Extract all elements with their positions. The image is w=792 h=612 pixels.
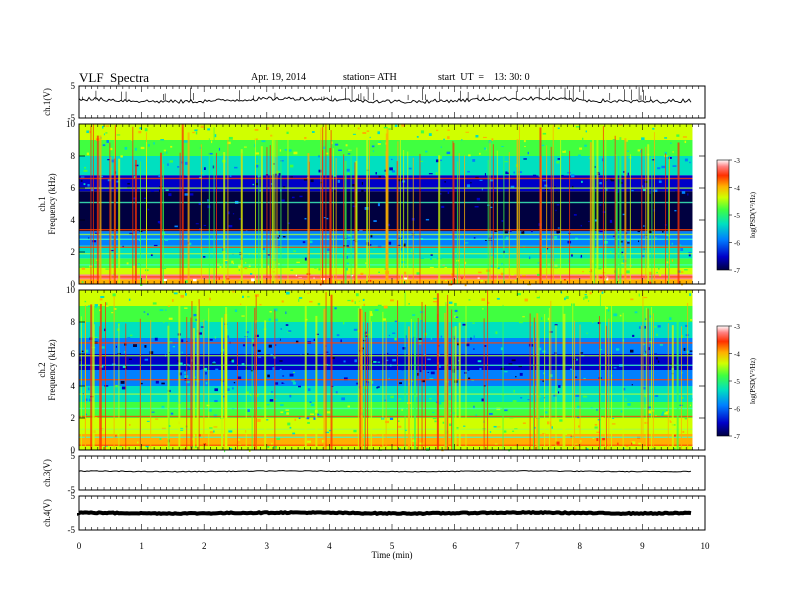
start-time-label: start UT = 13: 30: 0 bbox=[438, 72, 530, 83]
y-tick-label: -5 bbox=[68, 485, 76, 495]
y-tick-label: 0 bbox=[71, 279, 76, 289]
y-axis-label: Frequency (kHz) bbox=[47, 339, 57, 400]
colorbar-tick-label: -7 bbox=[734, 433, 740, 441]
y-axis-label: ch.2 bbox=[37, 362, 47, 377]
y-tick-label: 8 bbox=[71, 317, 76, 327]
y-tick-label: 5 bbox=[71, 491, 76, 501]
x-tick-label: 0 bbox=[77, 541, 82, 551]
y-tick-label: 6 bbox=[71, 349, 76, 359]
colorbar-tick-label: -6 bbox=[734, 240, 740, 248]
y-axis-label: ch.4(V) bbox=[42, 499, 52, 527]
y-axis-label: ch.3(V) bbox=[42, 459, 52, 487]
colorbar-tick-label: -4 bbox=[734, 185, 740, 193]
y-tick-label: -5 bbox=[68, 113, 76, 123]
y-tick-label: 5 bbox=[71, 451, 76, 461]
date-label: Apr. 19, 2014 bbox=[251, 72, 306, 83]
colorbar-label: log(PSD(V²/Hz) bbox=[749, 191, 757, 238]
x-tick-label: 7 bbox=[515, 541, 520, 551]
colorbar-tick-label: -5 bbox=[734, 378, 740, 386]
x-tick-label: 9 bbox=[640, 541, 645, 551]
waveform-trace bbox=[78, 96, 692, 104]
y-tick-label: 4 bbox=[71, 215, 76, 225]
x-tick-label: 10 bbox=[701, 541, 711, 551]
y-tick-label: 10 bbox=[66, 119, 76, 129]
y-tick-label: 2 bbox=[71, 247, 76, 257]
y-tick-label: 2 bbox=[71, 413, 76, 423]
y-tick-label: 8 bbox=[71, 151, 76, 161]
y-tick-label: 0 bbox=[71, 445, 76, 455]
x-tick-label: 8 bbox=[578, 541, 583, 551]
x-axis-label: Time (min) bbox=[372, 550, 413, 560]
x-tick-label: 6 bbox=[452, 541, 457, 551]
x-tick-label: 2 bbox=[202, 541, 207, 551]
colorbar-tick-label: -4 bbox=[734, 351, 740, 359]
x-tick-label: 4 bbox=[327, 541, 332, 551]
waveform-trace bbox=[78, 469, 692, 473]
colorbar-tick-label: -6 bbox=[734, 406, 740, 414]
spectrogram-streaks bbox=[90, 124, 680, 285]
y-tick-label: 6 bbox=[71, 183, 76, 193]
y-axis-label: Frequency (kHz) bbox=[47, 173, 57, 234]
chart-title: VLF Spectra bbox=[79, 70, 150, 85]
colorbar bbox=[716, 325, 730, 437]
colorbar-tick-label: -5 bbox=[734, 212, 740, 220]
spectrogram-streaks bbox=[80, 290, 689, 450]
y-tick-label: -5 bbox=[68, 525, 76, 535]
colorbar bbox=[716, 159, 730, 271]
colorbar-tick-label: -3 bbox=[734, 323, 740, 331]
y-axis-label: ch.1(V) bbox=[42, 88, 52, 116]
y-tick-label: 10 bbox=[66, 285, 76, 295]
y-tick-label: 5 bbox=[71, 81, 76, 91]
x-tick-label: 5 bbox=[390, 541, 395, 551]
colorbar-label: log(PSD(V²/Hz) bbox=[749, 357, 757, 404]
x-tick-label: 3 bbox=[265, 541, 270, 551]
colorbar-tick-label: -3 bbox=[734, 157, 740, 165]
y-tick-label: 4 bbox=[71, 381, 76, 391]
x-tick-label: 1 bbox=[139, 541, 144, 551]
y-axis-label: ch.1 bbox=[37, 196, 47, 211]
station-label: station= ATH bbox=[343, 72, 397, 83]
waveform-trace bbox=[77, 509, 692, 517]
colorbar-tick-label: -7 bbox=[734, 267, 740, 275]
